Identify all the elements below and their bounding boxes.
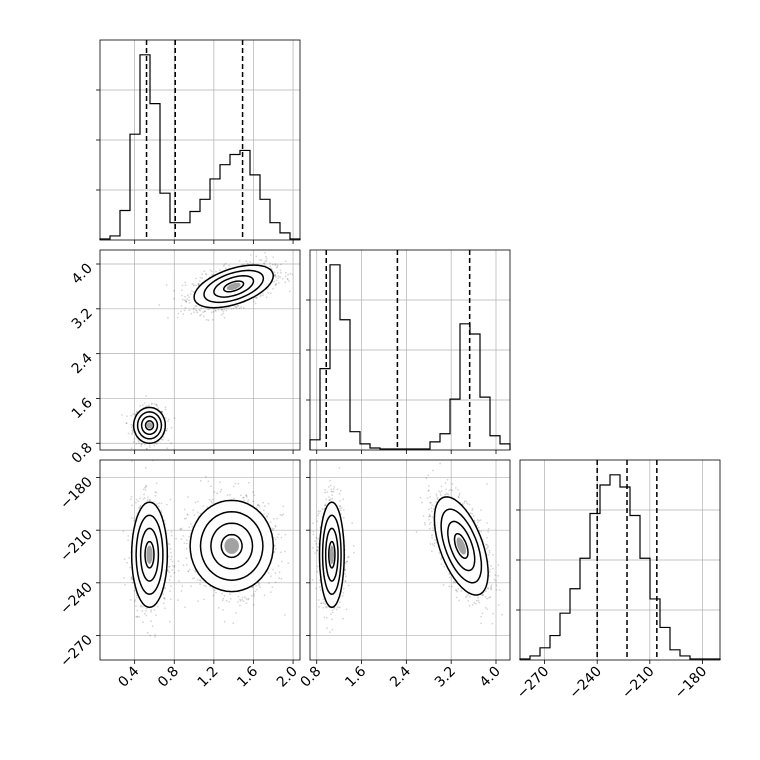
joint-0-2-ytick-label-0: −270: [57, 632, 96, 671]
hist-2-xtick-label-0: −270: [514, 664, 553, 703]
joint-0-1-contour-1-0: [193, 264, 275, 309]
joint-1-2-contour-1-1: [440, 508, 483, 584]
joint-1-2-core-1: [456, 537, 466, 555]
joint-0-2-ytick-label-2: −210: [57, 527, 96, 566]
joint-1-2-panel: 0.8 1.6 2.4 3.2 4.0: [297, 459, 511, 691]
joint-1-2-contour-0-3: [328, 540, 336, 569]
joint-0-1-panel: 0.8 1.6 2.4 3.2 4.0: [69, 249, 301, 467]
hist-0-panel: [96, 39, 301, 244]
joint-0-2-frame: [99, 459, 301, 661]
joint-0-1-contour-0-3: [144, 420, 155, 431]
joint-1-2-contour-1-0: [433, 496, 489, 596]
joint-0-2-xtick-label-1: 0.8: [155, 664, 182, 691]
joint-0-1-ytick-label-0: 0.8: [69, 440, 96, 467]
joint-0-2-core-0: [146, 545, 153, 564]
joint-1-2-xtick-label-4: 4.0: [477, 664, 504, 691]
joint-0-1-contour-0-0: [132, 406, 167, 445]
joint-0-1-contour-1-2: [213, 275, 255, 298]
joint-0-1-ytick-label-1: 1.6: [69, 395, 96, 422]
joint-0-2-xtick-label-4: 2.0: [274, 664, 301, 691]
hist-2-xtick-label-3: −180: [672, 664, 711, 703]
joint-0-2-xtick-label-3: 1.6: [234, 663, 261, 690]
joint-0-1-frame: [99, 249, 301, 451]
hist-0-bars: [99, 54, 301, 240]
joint-0-1-ytick-label-4: 4.0: [69, 261, 96, 288]
joint-1-2-xtick-label-3: 3.2: [432, 664, 459, 691]
joint-1-2-contour-1-3: [453, 532, 469, 559]
joint-0-1-contour-0-2: [140, 415, 159, 436]
joint-1-2-contour-0-1: [321, 514, 342, 595]
joint-0-2-xtick-label-0: 0.4: [115, 663, 142, 690]
joint-1-2-frame: [309, 459, 511, 661]
joint-1-2-contour-0-2: [324, 527, 339, 582]
hist-2-xtick-label-1: −240: [567, 664, 606, 703]
joint-1-2-xtick-label-0: 0.8: [297, 664, 324, 691]
joint-1-2-xtick-label-1: 1.6: [342, 663, 369, 690]
joint-0-1-core-1: [226, 282, 241, 291]
joint-0-1-contour-1-1: [203, 269, 265, 304]
hist-1-bars: [309, 264, 511, 450]
joint-0-1-contour-0-1: [136, 411, 163, 440]
joint-0-2-contour-1-2: [210, 522, 254, 570]
joint-0-2-contour-0-3: [144, 540, 155, 569]
joint-0-2-core-1: [224, 538, 239, 554]
joint-0-2-ytick-label-3: −180: [57, 474, 96, 513]
joint-0-2-contour-0-0: [130, 501, 169, 609]
joint-0-2-xtick-label-2: 1.2: [195, 664, 222, 691]
joint-0-2-contour-1-1: [199, 511, 264, 581]
joint-0-2-contour-1-3: [220, 533, 243, 559]
joint-0-2-ytick-label-1: −240: [57, 579, 96, 618]
joint-0-1-ytick-label-3: 3.2: [69, 305, 96, 332]
joint-0-1-contour-1-3: [223, 280, 245, 293]
joint-0-2-contour-0-1: [135, 514, 164, 595]
joint-1-2-contour-0-0: [318, 501, 345, 609]
joint-0-2-contour-1-0: [189, 499, 275, 593]
hist-1-panel: [306, 249, 511, 454]
joint-1-2-core-0: [329, 545, 334, 564]
joint-0-1-core-0: [146, 422, 153, 429]
joint-1-2-contour-1-2: [447, 520, 476, 572]
joint-0-2-panel: 0.4 0.8 1.2 1.6 2.0 −270 −240 −210 −180: [57, 459, 301, 691]
hist-2-panel: −270 −240 −210 −180: [514, 459, 721, 703]
hist-2-bars: [519, 474, 721, 660]
joint-1-2-xtick-label-2: 2.4: [387, 663, 414, 690]
joint-0-1-ytick-label-2: 2.4: [69, 350, 96, 377]
joint-0-2-contour-0-2: [139, 527, 160, 582]
hist-2-xtick-label-2: −210: [619, 664, 658, 703]
